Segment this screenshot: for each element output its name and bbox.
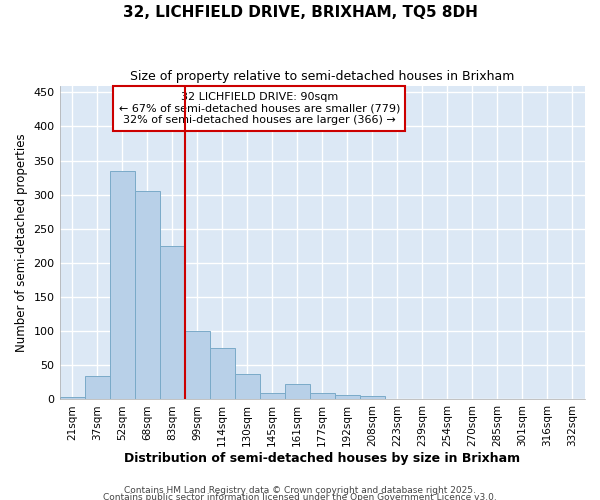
Bar [185,331,209,400]
Text: 32 LICHFIELD DRIVE: 90sqm
← 67% of semi-detached houses are smaller (779)
32% of: 32 LICHFIELD DRIVE: 90sqm ← 67% of semi-… [119,92,400,125]
Bar [110,171,134,400]
Bar [160,246,185,400]
Bar [59,396,85,400]
Bar [360,396,385,400]
Text: Contains public sector information licensed under the Open Government Licence v3: Contains public sector information licen… [103,494,497,500]
Bar [260,392,285,400]
Text: 32, LICHFIELD DRIVE, BRIXHAM, TQ5 8DH: 32, LICHFIELD DRIVE, BRIXHAM, TQ5 8DH [122,5,478,20]
Bar [310,392,335,400]
Bar [335,394,360,400]
Bar [134,192,160,400]
Bar [85,376,110,400]
Y-axis label: Number of semi-detached properties: Number of semi-detached properties [15,133,28,352]
Text: Contains HM Land Registry data © Crown copyright and database right 2025.: Contains HM Land Registry data © Crown c… [124,486,476,495]
Title: Size of property relative to semi-detached houses in Brixham: Size of property relative to semi-detach… [130,70,514,83]
X-axis label: Distribution of semi-detached houses by size in Brixham: Distribution of semi-detached houses by … [124,452,520,465]
Bar [235,374,260,400]
Bar [285,384,310,400]
Bar [209,348,235,400]
